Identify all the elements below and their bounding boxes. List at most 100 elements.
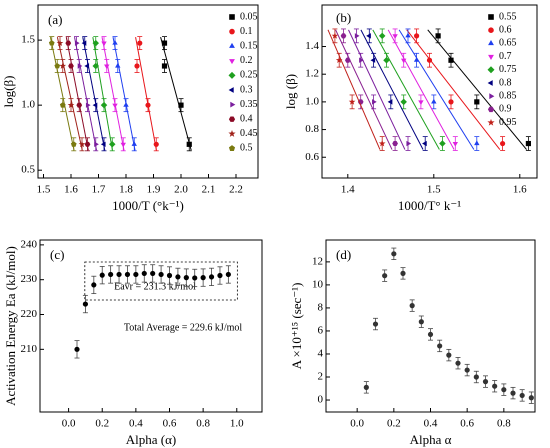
point: [525, 140, 531, 147]
legend-label: 0.95: [499, 117, 517, 128]
point: [335, 56, 343, 64]
point: [120, 142, 126, 148]
x-axis-label: Alpha α: [410, 432, 452, 447]
point: [134, 63, 140, 69]
fit-line: [112, 37, 136, 151]
point: [348, 98, 356, 105]
point: [427, 331, 434, 338]
point: [175, 274, 181, 280]
point: [92, 102, 98, 108]
panel-label: (b): [336, 10, 351, 25]
y-axis-label: Activation Energy Ea (kJ/mol): [3, 246, 18, 406]
point: [59, 62, 67, 69]
x-tick-label: 0.8: [196, 418, 210, 430]
point: [91, 282, 97, 288]
point: [400, 270, 406, 276]
point: [123, 102, 129, 107]
plot-frame: [37, 4, 259, 179]
point: [363, 384, 369, 390]
annotation: Eavr = 231.3 kJ/mol: [114, 281, 196, 292]
x-tick-label: 0.0: [350, 418, 364, 430]
point: [81, 40, 87, 46]
legend-label: 0.65: [499, 38, 517, 49]
y-tick-label: 210: [21, 343, 38, 355]
x-axis-label: 1000/T (°k⁻¹): [112, 198, 184, 213]
fit-line: [65, 37, 89, 151]
point: [82, 301, 89, 307]
point: [92, 39, 99, 47]
y-axis-label: log(β): [1, 76, 16, 108]
point: [116, 271, 122, 278]
y-tick-label: 1.5: [21, 34, 35, 46]
fit-line: [387, 29, 455, 150]
x-tick-label: 1.5: [37, 184, 51, 196]
x-tick-label: 2.0: [174, 184, 188, 196]
point: [331, 32, 339, 39]
point: [474, 140, 480, 146]
legend-marker: [487, 106, 495, 113]
point: [372, 321, 379, 327]
legend-marker: [228, 145, 236, 152]
legend-marker: [228, 87, 234, 93]
legend-marker: [488, 14, 494, 20]
point: [100, 141, 106, 148]
legend-label: 0.35: [240, 99, 258, 110]
x-tick-label: 0.2: [387, 418, 401, 430]
fit-line: [135, 37, 157, 151]
point: [48, 40, 55, 46]
x-tick-label: 1.4: [341, 184, 355, 196]
point: [153, 141, 159, 147]
point: [208, 274, 215, 280]
point: [166, 272, 173, 279]
fit-line: [348, 29, 406, 150]
point: [141, 270, 147, 277]
plot-frame: [39, 239, 263, 413]
point: [354, 33, 360, 39]
fit-line: [92, 37, 113, 151]
point: [448, 57, 454, 63]
y-tick-label: 1.0: [21, 99, 35, 111]
plot-frame: [321, 4, 538, 179]
y-tick-label: 0: [318, 394, 324, 406]
point: [59, 102, 66, 108]
point: [359, 57, 364, 63]
fit-line: [398, 29, 475, 150]
x-axis-label: Alpha (α): [126, 432, 177, 447]
y-tick-label: 0.8: [305, 123, 319, 135]
legend-label: 0.55: [499, 11, 517, 22]
point: [68, 63, 74, 69]
legend-marker: [487, 80, 493, 86]
point: [474, 99, 480, 105]
legend-label: 0.15: [240, 40, 258, 51]
x-tick-label: 1.9: [147, 184, 161, 196]
annotation-box: [84, 261, 238, 301]
point: [108, 271, 114, 278]
point: [391, 251, 397, 257]
fit-line: [372, 29, 440, 150]
point: [104, 64, 110, 70]
point: [84, 141, 91, 147]
legend-marker: [487, 66, 495, 74]
point: [448, 99, 454, 105]
point: [500, 140, 506, 147]
fit-line: [74, 37, 98, 151]
point: [446, 352, 452, 358]
point: [492, 383, 498, 389]
legend-label: 0.1: [240, 26, 253, 37]
point: [76, 102, 83, 108]
y-tick-label: 8: [318, 301, 324, 313]
point: [70, 141, 77, 147]
y-axis-label: log (β): [283, 74, 298, 109]
y-tick-label: 12: [312, 255, 323, 267]
point: [186, 141, 192, 147]
legend-marker: [488, 40, 494, 46]
point: [406, 140, 412, 147]
point: [124, 271, 131, 278]
x-tick-label: 0.0: [62, 418, 76, 430]
point: [54, 63, 61, 69]
point: [418, 319, 424, 325]
y-tick-label: 2: [318, 371, 324, 383]
annotation: Total Average = 229.6 kJ/mol: [124, 322, 243, 333]
point: [92, 62, 99, 70]
